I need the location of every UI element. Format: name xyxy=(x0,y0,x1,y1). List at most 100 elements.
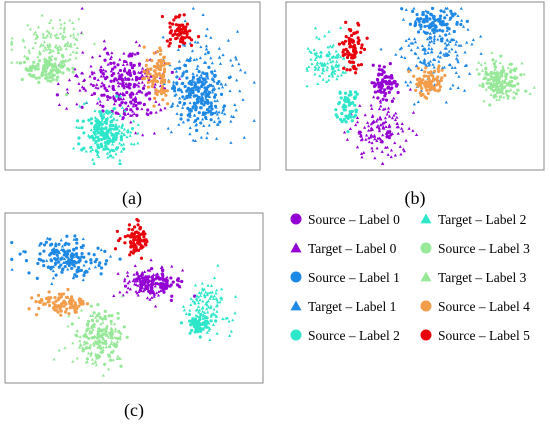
target-label-2-point xyxy=(111,111,115,115)
target-label-2-point xyxy=(103,140,107,144)
source-label-5-point xyxy=(342,48,346,52)
target-label-1-point xyxy=(207,123,211,127)
target-label-0-point xyxy=(109,69,113,73)
source-label-1-point xyxy=(42,263,46,268)
target-label-1-point xyxy=(210,88,215,92)
source-label-3-point xyxy=(103,317,108,321)
target-label-3-point xyxy=(491,81,496,85)
target-label-1-point xyxy=(59,238,63,242)
target-label-0-point xyxy=(116,81,120,84)
source-label-0-point xyxy=(148,97,152,101)
source-label-1-point xyxy=(48,237,52,241)
source-label-3-point xyxy=(492,62,497,66)
source-label-1-point xyxy=(194,108,198,112)
source-label-5-point xyxy=(189,43,194,47)
source-label-0-point xyxy=(55,93,59,97)
target-label-1-point xyxy=(173,67,177,70)
target-label-1-point xyxy=(438,55,442,59)
source-label-5-point xyxy=(356,63,361,67)
target-label-3-point xyxy=(10,36,14,40)
source-label-3-point xyxy=(516,88,520,92)
target-label-2-point xyxy=(103,134,108,138)
source-label-5-point xyxy=(138,236,142,240)
target-label-0-point xyxy=(130,77,135,81)
source-label-5-point xyxy=(142,239,146,243)
target-label-1-point xyxy=(176,48,181,52)
target-label-0-point xyxy=(396,131,400,135)
target-label-0-point xyxy=(139,280,143,284)
target-label-0-point xyxy=(123,113,127,116)
target-label-0-point xyxy=(154,276,158,280)
target-label-1-point xyxy=(62,257,67,261)
target-label-3-point xyxy=(43,45,47,49)
target-label-1-point xyxy=(218,61,223,65)
target-label-2-point xyxy=(189,297,193,300)
target-label-3-point xyxy=(31,63,35,67)
target-label-0-point xyxy=(81,50,85,54)
target-label-3-point xyxy=(499,90,503,94)
source-label-1-point xyxy=(429,12,433,16)
source-label-5-point xyxy=(113,247,118,251)
target-label-1-point xyxy=(80,245,85,249)
source-label-1-point xyxy=(199,121,203,125)
target-label-0-point xyxy=(134,277,138,281)
source-label-3-point xyxy=(481,82,485,86)
source-label-5-point xyxy=(353,71,358,75)
target-label-3-point xyxy=(51,26,55,30)
source-label-3-point xyxy=(487,85,491,89)
target-label-1-point xyxy=(436,37,440,41)
target-label-3-point xyxy=(58,18,62,22)
source-label-2-point xyxy=(343,98,347,102)
target-label-0-point xyxy=(121,100,125,104)
target-label-0-point xyxy=(121,91,125,95)
source-label-3-point xyxy=(125,335,129,339)
target-label-0-point xyxy=(81,79,86,83)
source-label-2-point xyxy=(179,321,184,325)
target-label-1-point xyxy=(235,29,240,33)
target-label-1-point xyxy=(54,241,58,245)
source-label-3-point xyxy=(67,68,71,72)
target-label-3-point xyxy=(104,345,108,349)
legend-source-label-0-marker xyxy=(290,213,302,225)
target-label-2-point xyxy=(321,68,326,72)
target-label-3-point xyxy=(507,62,512,66)
target-label-0-point xyxy=(98,103,103,107)
source-label-4-point xyxy=(165,102,170,106)
target-label-2-point xyxy=(209,306,213,310)
source-label-2-point xyxy=(196,327,200,332)
source-label-4-point xyxy=(432,69,437,73)
target-label-3-point xyxy=(86,351,91,355)
target-label-1-point xyxy=(206,110,210,114)
target-label-0-point xyxy=(123,77,127,81)
legend-source-label-2-marker xyxy=(290,329,302,341)
target-label-0-point xyxy=(388,130,392,134)
target-label-1-point xyxy=(427,46,431,50)
plot-c xyxy=(10,217,238,377)
source-label-5-point xyxy=(177,15,181,19)
target-label-0-point xyxy=(400,126,404,130)
target-label-2-point xyxy=(105,135,110,139)
source-label-1-point xyxy=(203,86,207,90)
target-label-1-point xyxy=(203,52,207,56)
target-label-3-point xyxy=(32,32,36,36)
target-label-0-point xyxy=(380,150,384,153)
target-label-1-point xyxy=(425,37,430,41)
target-label-1-point xyxy=(189,92,193,96)
source-label-4-point xyxy=(159,48,163,53)
target-label-2-point xyxy=(325,80,329,83)
target-label-0-point xyxy=(148,297,152,301)
target-label-0-point xyxy=(127,77,131,81)
target-label-2-point xyxy=(91,138,96,142)
target-label-3-point xyxy=(39,42,43,46)
source-label-2-point xyxy=(348,112,352,116)
source-label-0-point xyxy=(101,104,105,108)
target-label-2-point xyxy=(331,70,335,74)
source-label-4-point xyxy=(436,75,440,79)
source-label-4-point xyxy=(432,77,436,81)
target-label-0-point xyxy=(370,115,375,118)
source-label-3-point xyxy=(119,364,123,368)
source-label-0-point xyxy=(384,98,389,102)
source-label-1-point xyxy=(76,265,81,270)
source-label-4-point xyxy=(431,74,435,78)
target-label-3-point xyxy=(68,18,72,22)
